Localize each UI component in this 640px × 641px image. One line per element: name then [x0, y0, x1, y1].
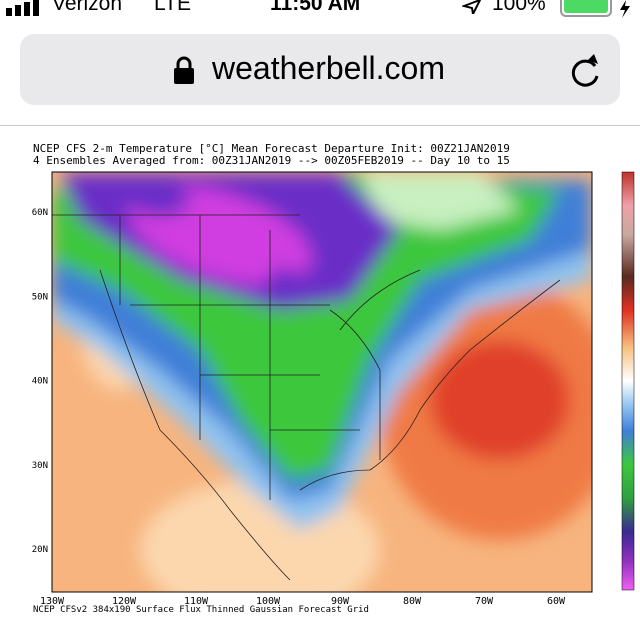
latitude-label: 40N	[32, 377, 48, 387]
url[interactable]: weatherbell.com	[212, 50, 445, 86]
carrier: Verizon	[52, 0, 123, 15]
borders	[52, 214, 561, 581]
longitude-label: 110W	[184, 596, 209, 607]
longitude-label: 120W	[112, 596, 137, 607]
latitude-label: 50N	[32, 292, 48, 302]
longitude-label: 70W	[475, 596, 494, 607]
time: 11:50 AM	[270, 0, 361, 15]
latitude-label: 20N	[32, 545, 48, 555]
color-bar	[621, 171, 635, 591]
longitude-label: 90W	[331, 596, 350, 607]
battery-icon	[560, 0, 630, 18]
map-frame	[51, 171, 593, 593]
latitude-label: 30N	[32, 461, 48, 471]
signal-icon	[6, 0, 39, 16]
temperature-field	[52, 172, 592, 592]
weather-map: NCEP CFS 2-m Temperature [°C] Mean Forec…	[32, 142, 635, 615]
location-icon	[462, 0, 482, 14]
longitude-label: 80W	[403, 596, 422, 607]
longitude-label: 130W	[40, 596, 65, 607]
battery-percent: 100%	[492, 0, 546, 15]
map-title: NCEP CFS 2-m Temperature [°C] Mean Forec…	[33, 142, 510, 155]
map-footer: NCEP CFSv2 384x190 Surface Flux Thinned …	[33, 605, 369, 615]
map-subtitle: 4 Ensembles Averaged from: 00Z31JAN2019 …	[33, 154, 510, 167]
reload-button[interactable]	[568, 52, 604, 90]
longitude-label: 100W	[256, 596, 281, 607]
address-bar[interactable]	[20, 34, 620, 105]
separator	[0, 125, 640, 126]
lock-icon	[174, 56, 194, 84]
longitude-label: 60W	[547, 596, 566, 607]
network: LTE	[154, 0, 191, 15]
latitude-label: 60N	[32, 208, 48, 218]
